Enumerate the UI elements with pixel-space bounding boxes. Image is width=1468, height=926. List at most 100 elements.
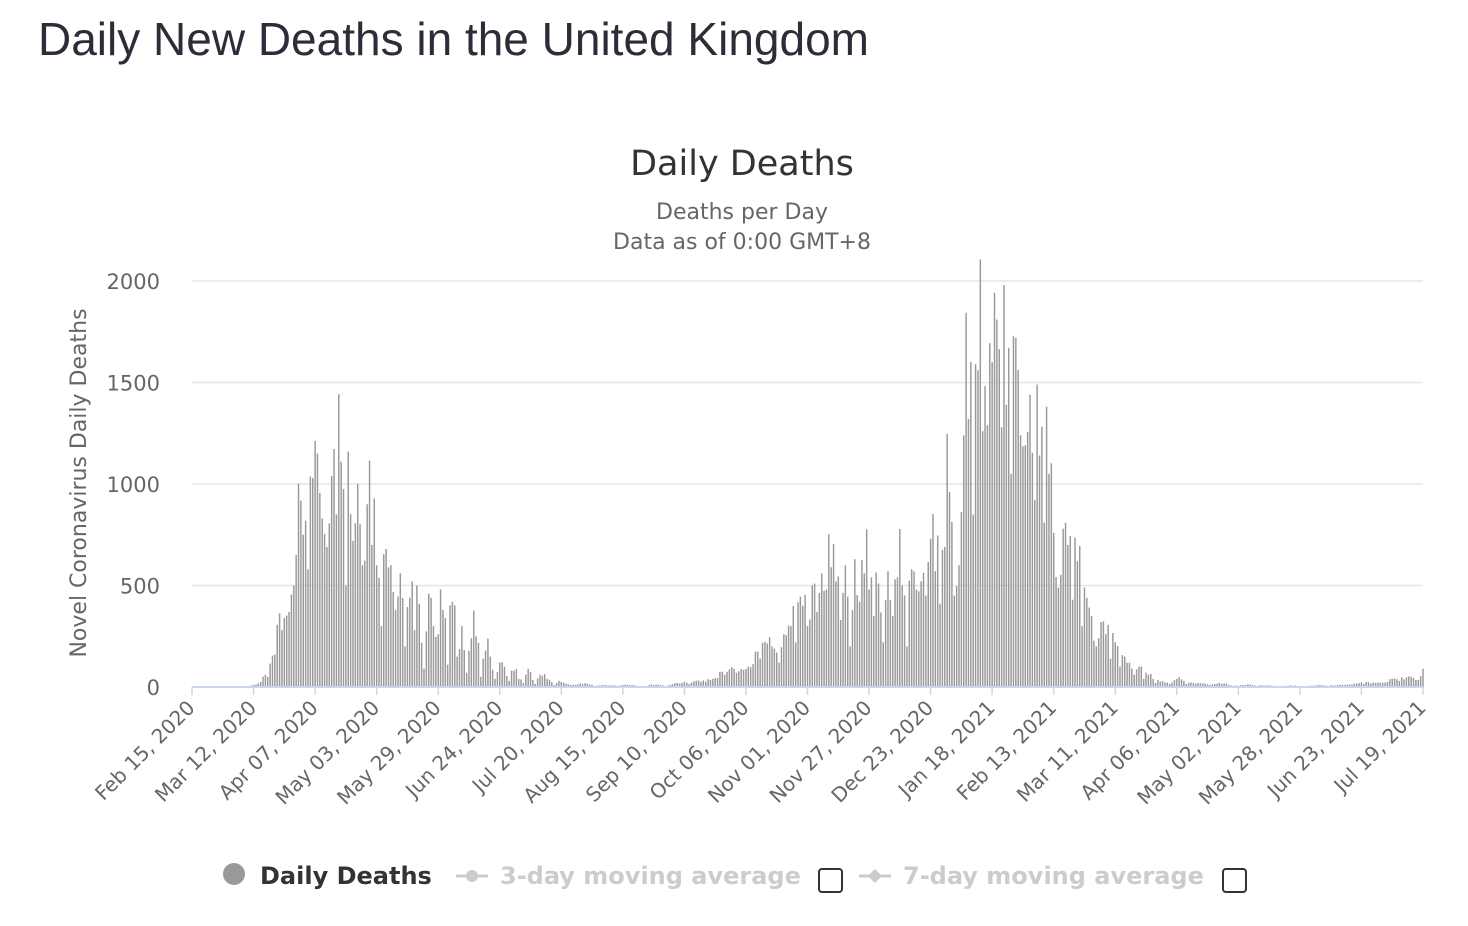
bar — [591, 684, 593, 687]
bar — [425, 631, 428, 687]
bar — [1105, 634, 1107, 687]
bar — [1365, 682, 1367, 687]
bar — [671, 684, 674, 687]
bar — [996, 319, 998, 687]
bar — [352, 540, 354, 687]
bar — [1417, 679, 1419, 687]
bar — [974, 364, 977, 687]
bar — [1060, 574, 1062, 687]
bar — [269, 663, 271, 687]
bar — [404, 646, 406, 687]
bar — [1005, 404, 1008, 687]
bar — [972, 514, 974, 687]
bar — [548, 679, 551, 687]
bar — [1012, 336, 1015, 687]
legend-item-daily-deaths[interactable]: Daily Deaths — [223, 862, 432, 890]
bar — [1386, 681, 1389, 687]
bar — [394, 609, 397, 687]
bar — [1067, 544, 1069, 687]
bar — [1147, 674, 1150, 687]
bar — [1100, 622, 1102, 687]
bar — [707, 679, 709, 687]
bar — [655, 684, 657, 687]
bar — [913, 571, 915, 687]
bar — [1415, 680, 1417, 687]
bar — [506, 676, 508, 687]
bar — [993, 292, 996, 687]
bar — [811, 585, 813, 687]
7-day-average-checkbox[interactable] — [1222, 868, 1247, 893]
legend-item-7-day-average[interactable]: 7-day moving average — [859, 862, 1204, 890]
bar — [420, 642, 423, 687]
bar — [1173, 680, 1176, 687]
bar — [1019, 435, 1022, 687]
bar — [918, 591, 920, 687]
bar — [378, 577, 380, 687]
bar — [854, 559, 856, 687]
bar — [605, 684, 608, 687]
bar — [472, 610, 475, 687]
bar — [361, 565, 364, 687]
bar — [889, 600, 892, 687]
bar — [783, 634, 785, 687]
legend-label-7-day-average: 7-day moving average — [903, 862, 1204, 890]
bar — [747, 666, 750, 687]
bar — [572, 684, 574, 687]
bar — [835, 581, 837, 687]
bar — [778, 662, 780, 687]
bar — [738, 671, 740, 687]
bar — [454, 605, 456, 687]
3-day-average-checkbox[interactable] — [818, 868, 843, 893]
bar — [704, 681, 707, 687]
bar — [652, 684, 655, 687]
bar — [574, 684, 577, 687]
bar — [501, 662, 503, 687]
bar — [1396, 679, 1398, 687]
bar — [586, 683, 589, 687]
bar — [1036, 384, 1038, 687]
legend: Daily Deaths 3-day moving average 7-day … — [223, 862, 1247, 893]
bar — [1382, 682, 1384, 687]
bar — [345, 585, 347, 687]
bar — [508, 680, 510, 687]
bar — [267, 676, 269, 687]
bar — [1064, 522, 1067, 687]
bar — [816, 611, 818, 687]
bar — [979, 259, 982, 687]
bar — [944, 546, 946, 687]
bar — [285, 615, 288, 687]
bar — [1062, 528, 1064, 687]
bar — [456, 656, 458, 687]
bar — [681, 682, 683, 687]
bar — [276, 624, 278, 687]
bar — [1161, 680, 1164, 687]
bar — [406, 607, 409, 687]
bar — [300, 500, 302, 687]
bar — [695, 680, 697, 687]
bar — [323, 534, 326, 687]
bar — [780, 647, 783, 687]
bar — [1178, 677, 1180, 687]
bar — [1079, 546, 1081, 687]
y-axis-ticks: 0 500 1000 1500 2000 — [107, 270, 160, 700]
bar — [435, 637, 437, 687]
bar — [768, 637, 771, 687]
bar — [1052, 532, 1055, 687]
bar — [693, 681, 695, 687]
bar — [1403, 679, 1405, 687]
bar — [794, 642, 797, 687]
bar — [887, 571, 889, 687]
bar — [1145, 672, 1147, 687]
bar — [861, 559, 863, 687]
bar — [986, 425, 989, 687]
legend-item-3-day-average[interactable]: 3-day moving average — [456, 862, 801, 890]
bar — [1209, 684, 1211, 687]
bar — [629, 684, 631, 687]
bar — [847, 596, 849, 687]
bar — [877, 583, 880, 687]
bar — [565, 683, 567, 687]
bar — [437, 634, 439, 687]
bar — [922, 572, 925, 687]
bar — [1022, 446, 1024, 687]
bar — [468, 650, 470, 687]
